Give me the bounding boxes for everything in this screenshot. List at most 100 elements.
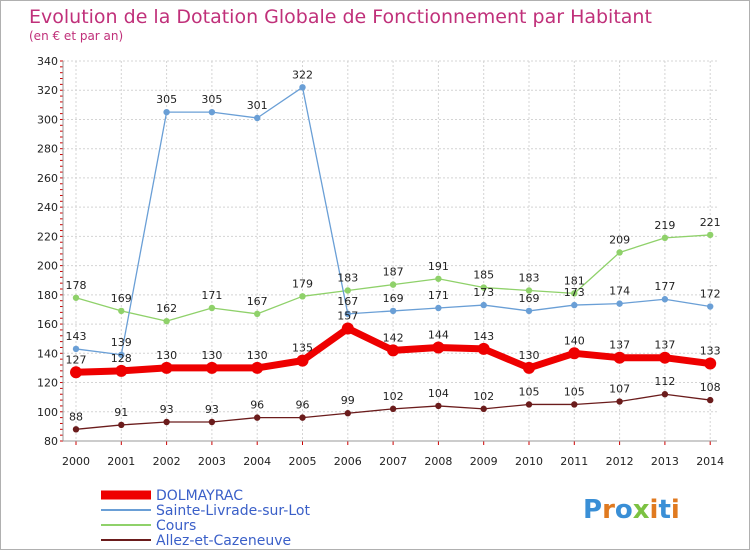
legend-label: Sainte-Livrade-sur-Lot (156, 503, 310, 519)
data-label: 91 (114, 406, 128, 419)
data-point (115, 364, 128, 377)
data-point (344, 310, 351, 318)
data-label: 133 (700, 345, 721, 358)
data-point (72, 426, 80, 433)
data-point (571, 301, 578, 309)
data-point (208, 304, 216, 312)
data-label: 181 (564, 274, 585, 287)
data-label: 105 (564, 385, 585, 398)
data-point (72, 294, 80, 301)
y-tick-label: 260 (37, 172, 58, 185)
data-point (616, 249, 623, 256)
logo-letter: i (671, 495, 680, 525)
x-tick-label: 2012 (606, 455, 634, 468)
data-point (70, 366, 82, 379)
x-tick-label: 2007 (379, 455, 407, 468)
data-point (387, 344, 400, 357)
data-label: 305 (201, 93, 222, 106)
data-label: 137 (609, 339, 630, 352)
data-point (254, 114, 261, 122)
data-point (480, 284, 487, 291)
data-label: 128 (111, 352, 132, 365)
data-label: 167 (247, 295, 268, 308)
data-point (432, 341, 445, 354)
x-tick-label: 2013 (651, 455, 679, 468)
data-point (208, 108, 216, 116)
data-label: 169 (111, 292, 132, 305)
data-label: 107 (609, 383, 630, 396)
data-point (72, 345, 80, 353)
data-point (389, 405, 397, 413)
data-label: 142 (383, 331, 404, 344)
data-label: 130 (519, 349, 540, 362)
data-point (616, 300, 623, 307)
y-tick-label: 280 (37, 143, 58, 156)
axes: 80 100 120 140 160 180 200 220 240 260 280 300 320 34… (37, 55, 724, 468)
y-tick-label: 240 (37, 201, 58, 214)
data-point (571, 401, 578, 408)
logo-letter: x (633, 495, 650, 525)
logo-letter: i (650, 495, 659, 525)
x-tick-label: 2011 (560, 455, 588, 468)
data-label: 137 (654, 339, 675, 352)
data-label: 88 (69, 410, 83, 423)
data-point (707, 396, 714, 404)
x-tick-label: 2009 (470, 455, 498, 468)
svg-text:Proxiti: Proxiti (583, 495, 680, 525)
data-label: 96 (250, 399, 264, 412)
y-tick-label: 340 (37, 55, 58, 68)
x-tick-label: 2010 (515, 455, 543, 468)
data-label: 99 (341, 394, 355, 407)
x-tick-label: 2002 (153, 455, 181, 468)
data-point (661, 391, 669, 398)
chart-title: Evolution de la Dotation Globale de Fonc… (29, 6, 652, 28)
data-label: 139 (111, 336, 132, 349)
data-point (435, 402, 442, 410)
data-point (480, 301, 487, 309)
data-label: 305 (156, 93, 177, 106)
data-point (299, 414, 306, 421)
data-label: 171 (201, 289, 222, 302)
data-point (480, 405, 487, 413)
y-tick-label: 160 (37, 318, 58, 331)
data-point (205, 361, 218, 374)
data-point (707, 231, 714, 239)
data-label: 105 (519, 385, 540, 398)
data-point (254, 414, 261, 421)
data-point (571, 290, 578, 297)
data-point (389, 281, 397, 288)
x-tick-label: 2000 (62, 455, 90, 468)
y-tick-label: 180 (37, 289, 58, 302)
legend-label: Cours (156, 518, 196, 534)
data-label: 174 (609, 285, 630, 298)
data-label: 221 (700, 216, 721, 229)
logo-letter: r (602, 495, 615, 525)
data-label: 183 (519, 271, 540, 284)
series-layer (70, 84, 717, 433)
data-point (163, 317, 170, 325)
data-label: 179 (292, 277, 313, 290)
x-tick-label: 2003 (198, 455, 226, 468)
data-label: 143 (66, 330, 87, 343)
y-tick-label: 100 (37, 406, 58, 419)
data-point (523, 361, 535, 374)
data-point (341, 322, 354, 335)
data-point (661, 234, 669, 242)
data-label: 191 (428, 260, 449, 273)
y-tick-label: 80 (44, 435, 58, 448)
x-tick-label: 2001 (107, 455, 135, 468)
data-point (525, 307, 533, 315)
data-point (118, 421, 125, 429)
data-point (389, 307, 397, 315)
x-tick-label: 2008 (424, 455, 452, 468)
legend-label: DOLMAYRAC (156, 488, 243, 504)
legend-label: Allez-et-Cazeneuve (156, 533, 291, 549)
data-point (254, 310, 261, 318)
data-label: 173 (564, 286, 585, 299)
x-tick-label: 2004 (243, 455, 271, 468)
x-tick-label: 2014 (696, 455, 724, 468)
logo-letter: t (658, 495, 670, 525)
data-point (296, 354, 309, 367)
data-label: 143 (473, 330, 494, 343)
